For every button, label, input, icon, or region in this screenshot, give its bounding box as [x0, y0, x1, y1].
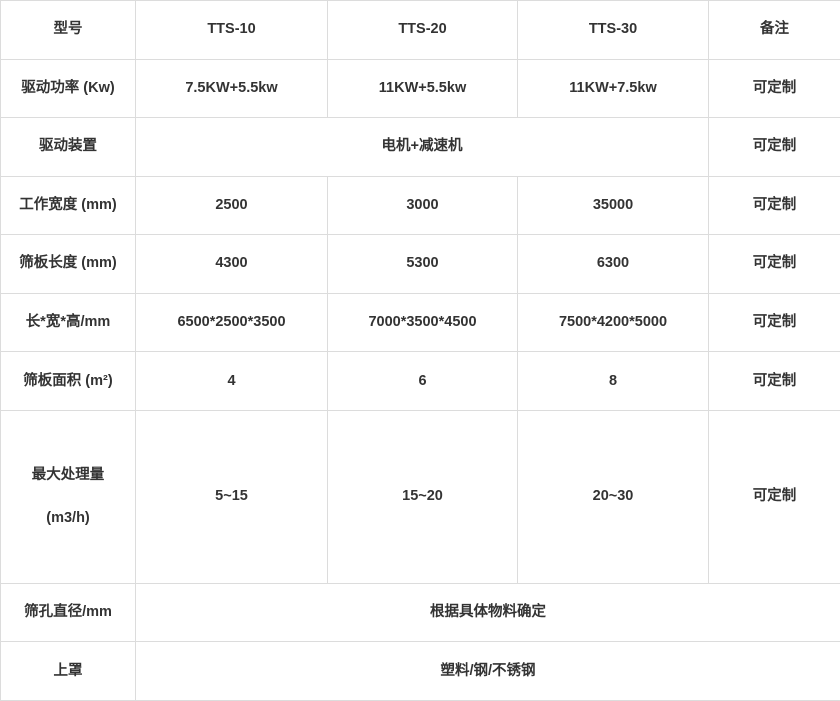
table-row: 驱动装置 电机+减速机 可定制 [0, 117, 840, 177]
row-note: 可定制 [708, 292, 840, 353]
row-value: 4 [135, 351, 328, 411]
row-note: 可定制 [708, 175, 840, 236]
row-label: 驱动功率 (Kw) [0, 58, 136, 119]
row-label: 工作宽度 (mm) [0, 175, 136, 236]
header-cell-tts20: TTS-20 [327, 0, 518, 60]
row-label: 上罩 [0, 641, 136, 701]
row-value: 20~30 [517, 409, 709, 584]
header-cell-tts30: TTS-30 [517, 0, 709, 60]
row-value: 2500 [135, 175, 328, 236]
header-cell-model: 型号 [0, 0, 136, 60]
row-value: 15~20 [327, 409, 518, 584]
row-value: 8 [517, 351, 709, 411]
row-merged-value: 塑料/钢/不锈钢 [135, 641, 840, 701]
row-label: 筛孔直径/mm [0, 582, 136, 643]
row-value: 5~15 [135, 409, 328, 584]
table-row: 筛孔直径/mm 根据具体物料确定 [0, 582, 840, 643]
row-note: 可定制 [708, 234, 840, 294]
table-row: 长*宽*高/mm 6500*2500*3500 7000*3500*4500 7… [0, 292, 840, 353]
row-label-line1: 最大处理量 [31, 466, 105, 483]
row-value: 6500*2500*3500 [135, 292, 328, 353]
table-row: 上罩 塑料/钢/不锈钢 [0, 641, 840, 701]
row-value: 6 [327, 351, 518, 411]
row-merged-value: 根据具体物料确定 [135, 582, 840, 643]
header-cell-tts10: TTS-10 [135, 0, 328, 60]
row-merged-value: 电机+减速机 [135, 117, 709, 177]
row-value: 11KW+7.5kw [517, 58, 709, 119]
row-value: 11KW+5.5kw [327, 58, 518, 119]
row-label-line2: (m3/h) [46, 509, 90, 526]
row-value: 7000*3500*4500 [327, 292, 518, 353]
row-note: 可定制 [708, 351, 840, 411]
row-value: 3000 [327, 175, 518, 236]
row-value: 5300 [327, 234, 518, 294]
row-label: 长*宽*高/mm [0, 292, 136, 353]
row-note: 可定制 [708, 409, 840, 584]
row-value: 4300 [135, 234, 328, 294]
row-label: 最大处理量 (m3/h) [0, 409, 136, 584]
table-row: 工作宽度 (mm) 2500 3000 35000 可定制 [0, 175, 840, 236]
table-row: 筛板长度 (mm) 4300 5300 6300 可定制 [0, 234, 840, 294]
table-row: 驱动功率 (Kw) 7.5KW+5.5kw 11KW+5.5kw 11KW+7.… [0, 58, 840, 119]
header-cell-remark: 备注 [708, 0, 840, 60]
row-note: 可定制 [708, 117, 840, 177]
row-label: 筛板长度 (mm) [0, 234, 136, 294]
row-label: 驱动装置 [0, 117, 136, 177]
row-value: 6300 [517, 234, 709, 294]
row-label: 筛板面积 (m²) [0, 351, 136, 411]
row-note: 可定制 [708, 58, 840, 119]
table-header-row: 型号 TTS-10 TTS-20 TTS-30 备注 [0, 0, 840, 60]
row-value: 7.5KW+5.5kw [135, 58, 328, 119]
table-row: 最大处理量 (m3/h) 5~15 15~20 20~30 可定制 [0, 409, 840, 584]
row-value: 7500*4200*5000 [517, 292, 709, 353]
row-value: 35000 [517, 175, 709, 236]
table-row: 筛板面积 (m²) 4 6 8 可定制 [0, 351, 840, 411]
